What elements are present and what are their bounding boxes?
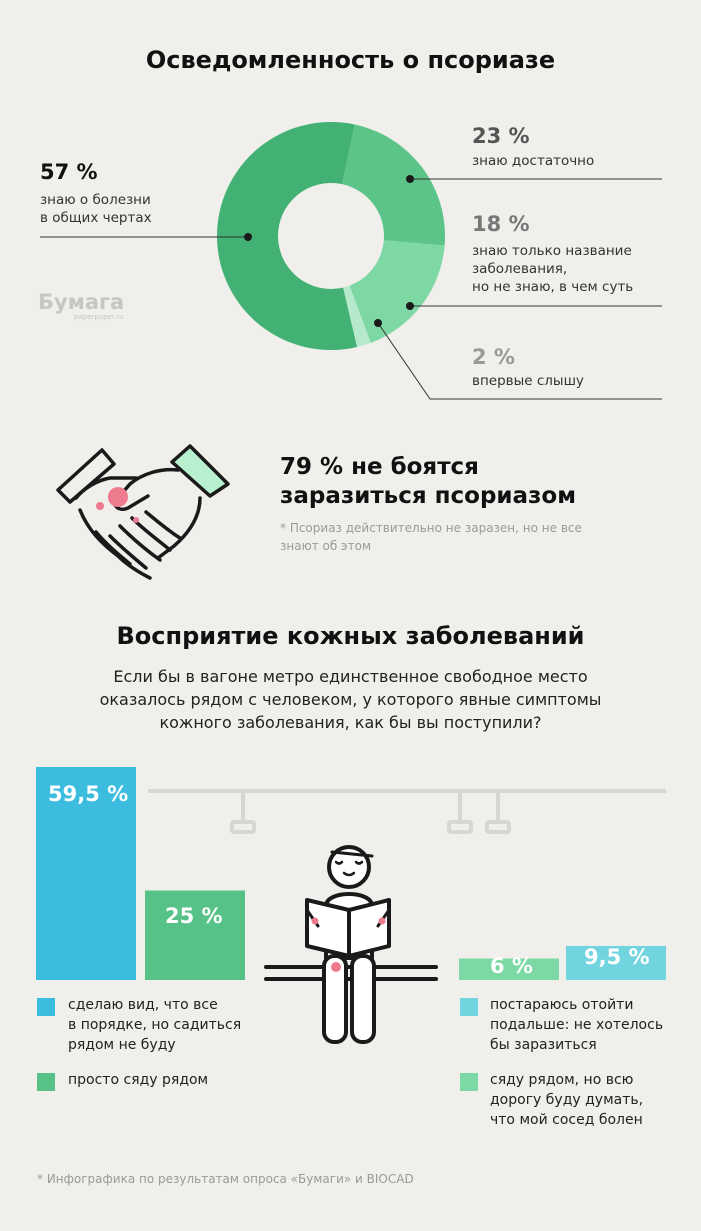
question-line-3: кожного заболевания, как бы вы поступили… — [159, 713, 542, 732]
slice-57-label-1: знаю о болезни — [40, 192, 151, 208]
reading-person — [305, 845, 391, 1044]
legend-label-sit: просто сяду рядом — [68, 1072, 209, 1088]
slice-23-pct: 23 % — [472, 124, 530, 148]
logo-text: Бумага — [38, 290, 125, 314]
rash-spot — [108, 487, 128, 507]
dot-18 — [406, 302, 414, 310]
dot-57 — [244, 233, 252, 241]
legend-swatch-worry — [460, 1073, 478, 1091]
dot-23 — [406, 175, 414, 183]
logo-subtext: paperpaper.ru — [74, 313, 124, 321]
fear-headline-1: 79 % не боятся — [280, 454, 479, 480]
donut-slices — [217, 122, 445, 350]
bar-0 — [36, 767, 136, 980]
leader-2 — [377, 322, 662, 400]
legend-swatch-move-away — [460, 998, 478, 1016]
slice-18-pct: 18 % — [472, 212, 530, 236]
bar-group — [36, 767, 666, 980]
legend-swatch-ignore — [37, 998, 55, 1016]
slice-18-label-1: знаю только название — [472, 243, 632, 259]
legend-label-move-away: постараюсь отойти подальше: не хотелось бы… — [490, 997, 664, 1053]
slice-18-label-3: но не знаю, в чем суть — [472, 279, 634, 295]
bar-label-25: 25 % — [165, 904, 223, 928]
slice-18-label-2: заболевания, — [472, 261, 568, 277]
slice-23-label: знаю достаточно — [472, 153, 595, 169]
slice-57-pct: 57 % — [40, 160, 98, 184]
question-line-1: Если бы в вагоне метро единственное своб… — [113, 667, 588, 686]
fear-note-2: знают об этом — [280, 539, 372, 553]
dot-2 — [374, 319, 382, 327]
donut-slice-23 — [342, 124, 445, 246]
legend-swatch-sit — [37, 1073, 55, 1091]
slice-57-label-2: в общих чертах — [40, 210, 152, 226]
bar-2 — [459, 958, 559, 980]
question-line-2: оказалось рядом с человеком, у которого … — [99, 690, 602, 709]
slice-2-pct: 2 % — [472, 345, 515, 369]
donut-slice-57 — [217, 122, 358, 350]
footer-note: * Инфографика по результатам опроса «Бум… — [37, 1172, 414, 1186]
donut-slice-18 — [349, 240, 445, 343]
fear-note-1: * Псориаз действительно не заразен, но н… — [280, 521, 582, 535]
legend-label-ignore: сделаю вид, что все в порядке, но садитьс… — [68, 997, 242, 1053]
donut-slice-2 — [343, 285, 371, 347]
bar-1 — [145, 890, 245, 980]
fear-headline-2: заразиться псориазом — [280, 483, 577, 509]
bar-label-59-5: 59,5 % — [48, 782, 129, 806]
perception-title: Восприятие кожных заболеваний — [116, 622, 585, 650]
donut-chart — [40, 122, 662, 400]
bar-3 — [566, 945, 666, 980]
bar-label-6: 6 % — [490, 954, 533, 978]
handshake-icon — [56, 444, 230, 580]
legend-label-worry: сяду рядом, но всю дорогу буду думать, что… — [490, 1072, 644, 1128]
slice-2-label: впервые слышу — [472, 373, 584, 389]
bar-label-9-5: 9,5 % — [584, 945, 650, 969]
subway-illustration — [36, 767, 666, 1044]
donut-title: Осведомленность о псориазе — [145, 46, 556, 74]
